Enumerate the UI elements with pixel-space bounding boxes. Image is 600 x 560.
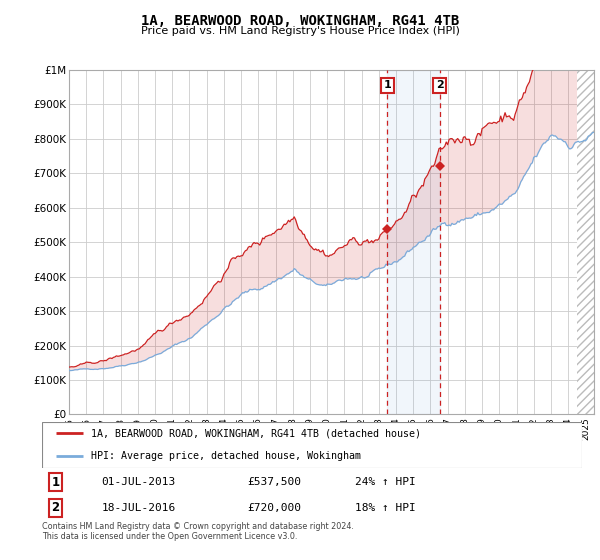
Text: 1: 1 bbox=[383, 80, 391, 90]
Text: 24% ↑ HPI: 24% ↑ HPI bbox=[355, 477, 416, 487]
Bar bbox=[388, 70, 440, 414]
Text: 2: 2 bbox=[52, 501, 59, 515]
Text: 1A, BEARWOOD ROAD, WOKINGHAM, RG41 4TB (detached house): 1A, BEARWOOD ROAD, WOKINGHAM, RG41 4TB (… bbox=[91, 428, 421, 438]
Text: 2: 2 bbox=[436, 80, 443, 90]
Text: £537,500: £537,500 bbox=[247, 477, 301, 487]
Text: 1A, BEARWOOD ROAD, WOKINGHAM, RG41 4TB: 1A, BEARWOOD ROAD, WOKINGHAM, RG41 4TB bbox=[141, 14, 459, 28]
Text: 18-JUL-2016: 18-JUL-2016 bbox=[101, 503, 176, 513]
Text: £720,000: £720,000 bbox=[247, 503, 301, 513]
Text: HPI: Average price, detached house, Wokingham: HPI: Average price, detached house, Woki… bbox=[91, 451, 361, 461]
Text: 1: 1 bbox=[52, 475, 59, 489]
Text: 01-JUL-2013: 01-JUL-2013 bbox=[101, 477, 176, 487]
Bar bbox=[577, 70, 594, 414]
Text: Price paid vs. HM Land Registry's House Price Index (HPI): Price paid vs. HM Land Registry's House … bbox=[140, 26, 460, 36]
Text: Contains HM Land Registry data © Crown copyright and database right 2024.
This d: Contains HM Land Registry data © Crown c… bbox=[42, 522, 354, 542]
Text: 18% ↑ HPI: 18% ↑ HPI bbox=[355, 503, 416, 513]
